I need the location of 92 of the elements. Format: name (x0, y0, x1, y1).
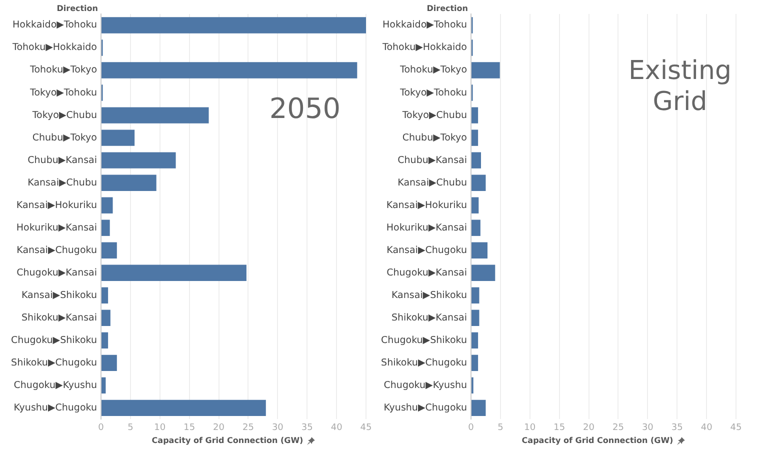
x-tick-label: 30 (642, 422, 654, 433)
y-tick-label: Tohoku▶Tokyo (29, 64, 98, 76)
x-tick-label: 0 (468, 422, 474, 433)
bar (472, 152, 482, 168)
x-tick-label: 10 (154, 422, 166, 433)
x-tick-label: 10 (524, 422, 536, 433)
y-tick-label: Tokyo▶Chubu (401, 110, 467, 121)
bar (102, 62, 358, 78)
y-tick-label: Kansai▶Chugoku (386, 244, 467, 256)
y-tick-label: Chugoku▶Kyushu (14, 380, 97, 391)
y-tick-label: Hokkaido▶Tohoku (382, 20, 467, 31)
y-tick-label: Tohoku▶Tokyo (399, 64, 468, 76)
y-tick-label: Kansai▶Chugoku (16, 244, 97, 256)
y-tick-label: Kyushu▶Chugoku (384, 402, 467, 414)
x-tick-label: 25 (612, 422, 624, 433)
bar (102, 287, 108, 304)
x-tick-label: 15 (554, 422, 566, 433)
y-tick-label: Chugoku▶Shikoku (11, 334, 97, 346)
x-tick-label: 35 (301, 422, 313, 433)
bar (102, 354, 117, 372)
bar (102, 17, 366, 34)
y-axis-title: Direction (56, 4, 98, 13)
bar (102, 310, 110, 326)
y-tick-label: Hokuriku▶Kansai (16, 222, 97, 234)
y-tick-label: Shikoku▶Kansai (391, 312, 467, 324)
text: Existing Grid (628, 56, 732, 118)
y-tick-label: Chugoku▶Shikoku (381, 334, 467, 346)
bar (472, 332, 478, 349)
y-tick-label: Kansai▶Hokuriku (16, 200, 97, 211)
bar (102, 242, 117, 258)
x-axis-title: Capacity of Grid Connection (GW) (522, 436, 674, 445)
y-tick-label: Hokuriku▶Kansai (386, 222, 467, 234)
x-tick-label: 40 (700, 422, 713, 433)
y-tick-label: Kansai▶Hokuriku (386, 200, 467, 211)
x-tick-label: 25 (242, 422, 254, 433)
x-tick-label: 30 (272, 422, 284, 433)
bar (472, 400, 486, 416)
bar (102, 174, 156, 191)
y-tick-label: Kansai▶Chubu (28, 177, 97, 188)
y-tick-label: Kansai▶Chubu (398, 177, 467, 188)
x-tick-label: 15 (184, 422, 196, 433)
x-tick-label: 5 (498, 422, 504, 433)
y-tick-label: Tokyo▶Chubu (31, 110, 97, 121)
bar (102, 400, 266, 416)
bar (102, 332, 108, 349)
bar (472, 174, 486, 191)
y-tick-label: Shikoku▶Chugoku (11, 357, 97, 368)
y-tick-label: Tohoku▶Hokkaido (382, 42, 468, 54)
bar (102, 152, 176, 168)
y-tick-label: Chugoku▶Kansai (386, 267, 467, 278)
y-tick-label: Chugoku▶Kyushu (384, 380, 467, 391)
bar (472, 242, 488, 258)
y-tick-label: Chubu▶Kansai (398, 154, 467, 166)
bar (472, 264, 496, 281)
y-tick-label: Chugoku▶Kansai (16, 267, 97, 278)
bar (472, 197, 479, 214)
y-tick-label: Kansai▶Shikoku (391, 290, 467, 301)
bar (472, 130, 478, 146)
bar (102, 377, 106, 394)
y-tick-label: Shikoku▶Kansai (21, 312, 97, 324)
bar (472, 287, 480, 304)
y-tick-label: Kyushu▶Chugoku (14, 402, 97, 414)
y-tick-label: Chubu▶Kansai (28, 154, 97, 166)
bar (102, 220, 110, 236)
x-tick-label: 45 (360, 422, 372, 433)
y-tick-label: Chubu▶Tokyo (32, 132, 98, 144)
y-tick-label: Tokyo▶Tohoku (399, 87, 467, 98)
y-tick-label: Shikoku▶Chugoku (381, 357, 467, 368)
x-tick-label: 5 (128, 422, 134, 433)
text: 2050 (268, 92, 342, 126)
bar (102, 130, 135, 146)
bar (472, 220, 480, 236)
x-tick-label: 35 (671, 422, 683, 433)
x-tick-label: 45 (730, 422, 742, 433)
y-axis-title: Direction (426, 4, 468, 13)
bar (472, 107, 478, 124)
bar (102, 107, 209, 124)
bar (102, 264, 246, 281)
y-tick-label: Tohoku▶Hokkaido (12, 42, 98, 54)
y-tick-label: Chubu▶Tokyo (402, 132, 468, 144)
y-tick-label: Kansai▶Shikoku (21, 290, 97, 301)
y-tick-label: Hokkaido▶Tohoku (12, 20, 97, 31)
x-tick-label: 20 (213, 422, 225, 433)
x-tick-label: 40 (330, 422, 343, 433)
x-axis-title: Capacity of Grid Connection (GW) (152, 436, 304, 445)
x-tick-label: 20 (583, 422, 595, 433)
bar (472, 62, 500, 78)
y-tick-label: Tokyo▶Tohoku (29, 87, 97, 98)
bar (472, 310, 480, 326)
bar (102, 197, 113, 214)
x-tick-label: 0 (98, 422, 104, 433)
bar (472, 354, 478, 372)
